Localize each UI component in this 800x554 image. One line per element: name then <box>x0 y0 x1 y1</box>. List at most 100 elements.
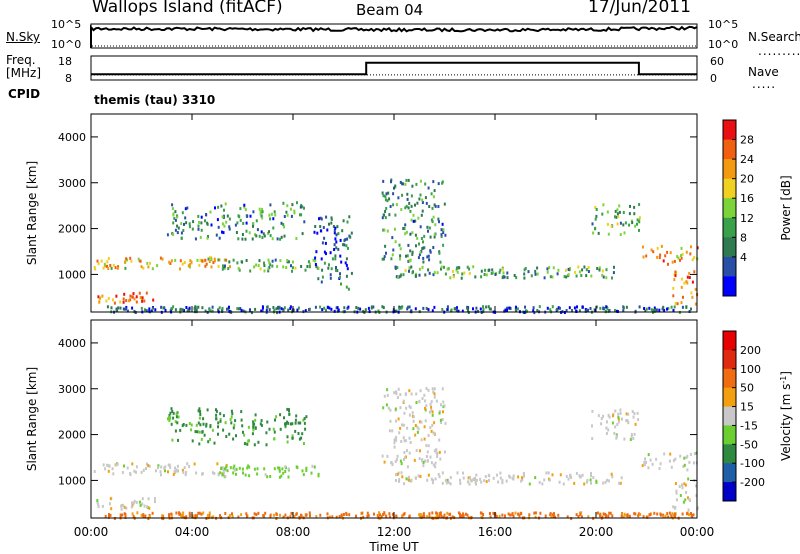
power-cell <box>458 266 461 270</box>
power-cell <box>633 212 636 216</box>
power-cell <box>501 276 504 280</box>
freq-panel: 18 8 60 0 <box>58 55 724 85</box>
power-cell <box>115 294 118 298</box>
velocity-cell <box>202 422 205 426</box>
velocity-cell <box>142 513 145 517</box>
velocity-cell <box>367 514 370 518</box>
velocity-cell <box>432 390 435 394</box>
velocity-cell <box>517 475 520 479</box>
velocity-cell <box>511 512 514 516</box>
power-cell <box>532 306 535 310</box>
velocity-cell <box>606 420 608 424</box>
velocity-cell <box>408 389 411 393</box>
power-cell <box>271 264 274 268</box>
velocity-cell <box>406 449 408 453</box>
velocity-cell <box>383 511 386 515</box>
power-cell <box>404 182 407 186</box>
velocity-cell <box>438 475 441 479</box>
power-cell <box>619 233 622 237</box>
power-cell <box>674 270 677 274</box>
velocity-cell <box>619 408 622 412</box>
power-cell <box>237 214 240 218</box>
power-cell <box>185 221 188 225</box>
velocity-cell <box>241 467 244 471</box>
power-cell <box>633 205 636 209</box>
power-cell <box>422 260 425 264</box>
colorbar-segment <box>723 463 736 483</box>
power-cell <box>546 267 549 271</box>
velocity-cell <box>139 500 141 504</box>
power-cell <box>431 309 434 313</box>
power-cell <box>139 296 142 299</box>
power-cell <box>407 178 410 182</box>
power-cell <box>503 309 506 313</box>
power-cell <box>474 275 477 279</box>
power-cell <box>179 267 181 271</box>
power-cell <box>408 305 411 309</box>
colorbar-tick-label: 24 <box>740 153 754 166</box>
power-cell <box>441 181 444 185</box>
power-cell <box>407 305 409 309</box>
power-cell <box>217 225 220 229</box>
power-cell <box>645 254 648 258</box>
power-cell <box>304 309 307 313</box>
velocity-cell <box>111 467 114 471</box>
velocity-cell <box>221 473 224 477</box>
velocity-cell <box>240 410 243 414</box>
velocity-cell <box>252 420 255 424</box>
power-cell <box>446 267 449 271</box>
colorbar-segment <box>723 276 736 297</box>
power-cell <box>524 305 526 309</box>
velocity-cell <box>242 430 244 434</box>
power-cell <box>211 309 214 313</box>
power-cell <box>151 307 154 311</box>
power-cell <box>315 264 318 268</box>
power-cell <box>377 309 380 313</box>
power-cell <box>587 270 590 273</box>
power-cell <box>345 285 348 289</box>
velocity-cell <box>262 514 265 517</box>
power-cell <box>355 306 358 309</box>
power-cell <box>340 260 343 264</box>
velocity-cell <box>342 513 345 516</box>
velocity-cell <box>497 480 500 484</box>
power-cell <box>605 268 608 272</box>
power-cell <box>433 203 436 207</box>
power-cell <box>188 222 191 226</box>
power-cell <box>201 306 204 310</box>
power-cell <box>480 275 483 279</box>
velocity-cell <box>692 513 695 517</box>
velocity-cell <box>304 427 307 431</box>
power-cell <box>314 263 317 266</box>
velocity-cell <box>198 442 201 446</box>
velocity-cell <box>519 511 522 515</box>
velocity-cell <box>303 421 306 425</box>
power-cell <box>422 306 425 310</box>
velocity-cell <box>168 414 171 417</box>
velocity-cell <box>435 514 438 518</box>
velocity-cell <box>159 470 162 474</box>
colorbar-segment <box>723 482 736 502</box>
power-cell <box>239 307 242 310</box>
velocity-cell <box>142 468 145 472</box>
power-cell <box>534 272 537 276</box>
power-cell <box>293 211 296 215</box>
power-cell <box>587 266 590 269</box>
velocity-cell <box>278 475 281 479</box>
power-cell <box>291 266 294 270</box>
velocity-cell <box>133 469 136 473</box>
power-cell <box>204 219 206 223</box>
power-cell <box>419 251 422 254</box>
power-cell <box>105 299 108 303</box>
velocity-cell <box>499 471 502 475</box>
power-cell <box>117 306 120 310</box>
velocity-cell <box>282 515 285 519</box>
velocity-cell <box>132 515 135 519</box>
nsearch-line-key: ......... <box>758 44 800 58</box>
power-cell <box>148 307 151 311</box>
power-cell <box>186 206 189 210</box>
power-cell <box>319 305 322 309</box>
power-cell <box>199 258 202 262</box>
velocity-cell <box>690 512 692 515</box>
velocity-cell <box>408 413 411 417</box>
